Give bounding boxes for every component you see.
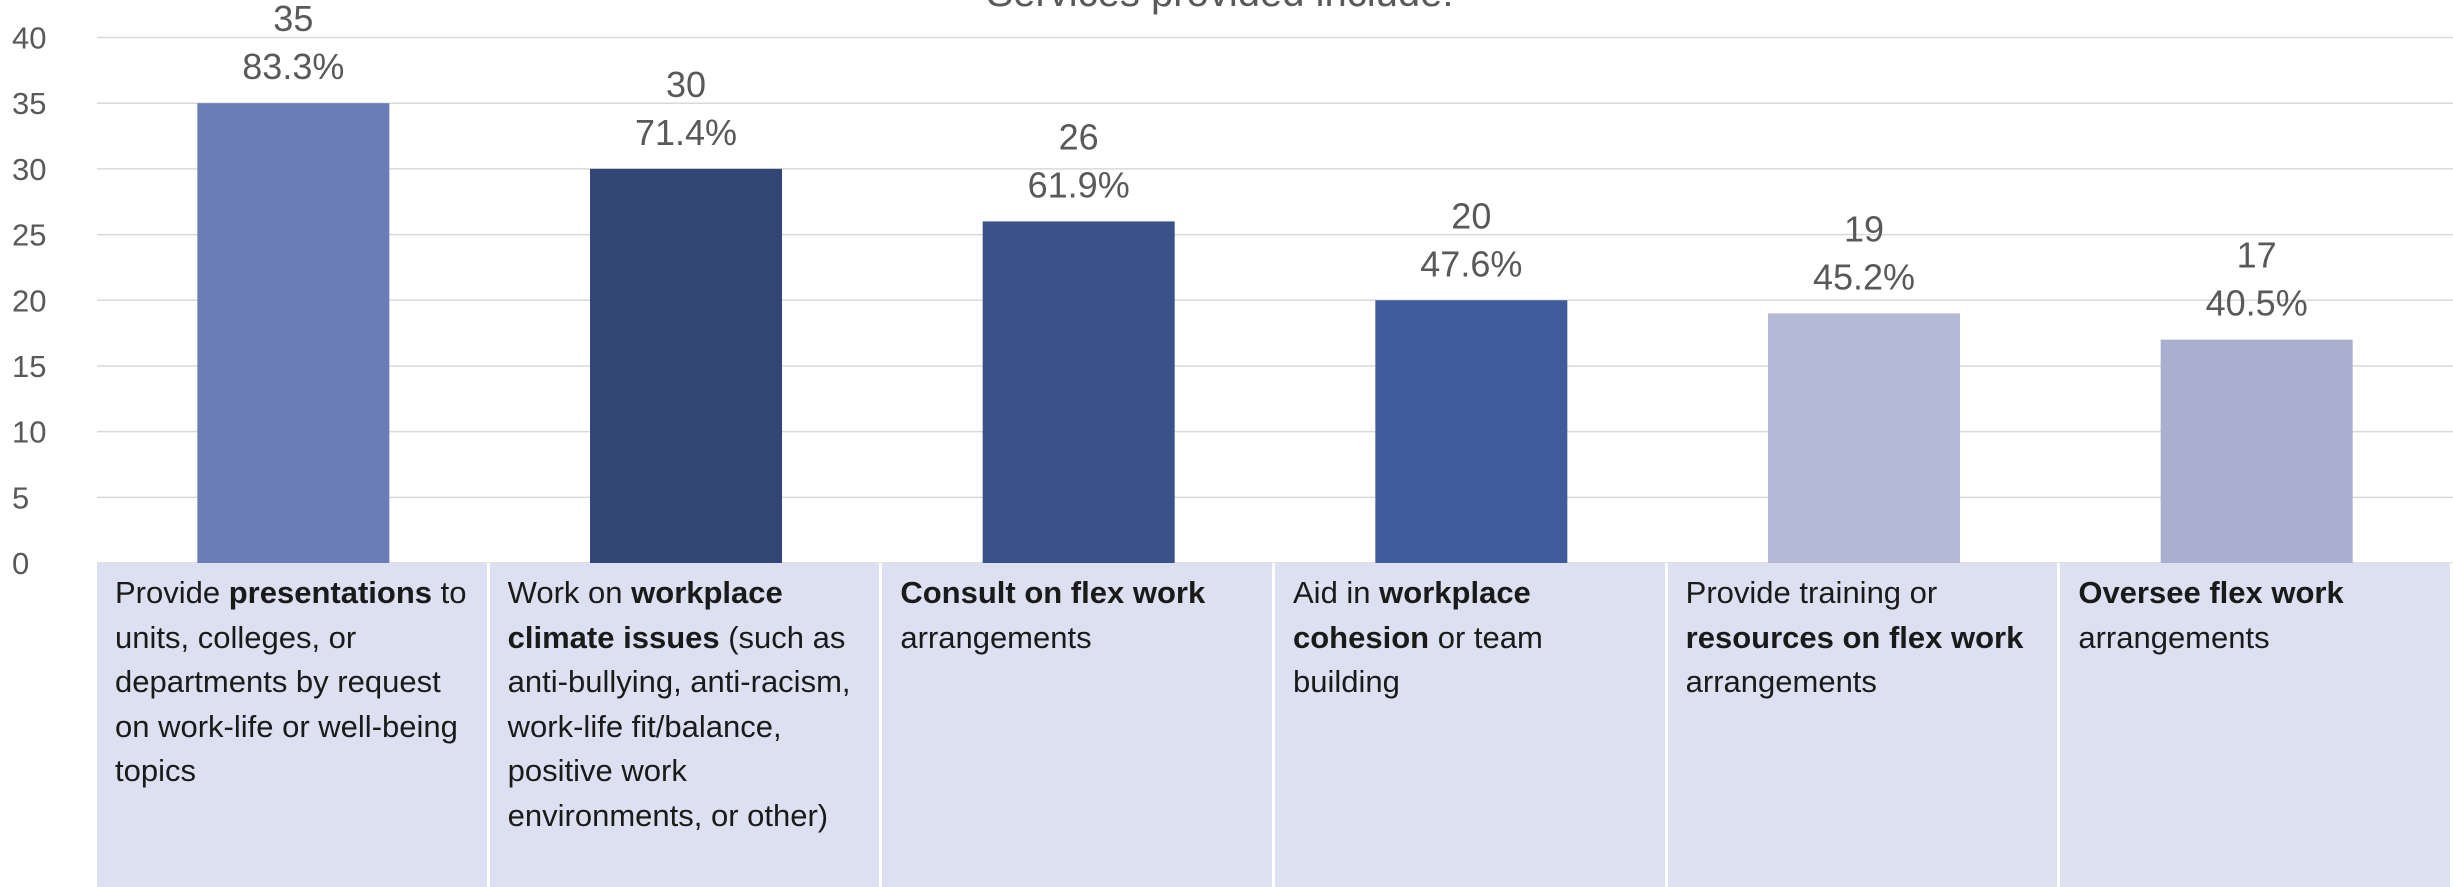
bar (2160, 339, 2353, 563)
category-text: workplace climate issues (507, 575, 783, 655)
value-label: 35 (273, 0, 313, 39)
category-label: Provide training or resources on flex wo… (1667, 563, 2061, 887)
category-label: Oversee flex work arrangements (2060, 563, 2453, 887)
y-tick-label: 40 (12, 21, 46, 56)
category-label: Aid in workplace cohesion or team buildi… (1275, 563, 1668, 887)
percent-label: 47.6% (1420, 243, 1522, 284)
percent-label: 71.4% (635, 112, 737, 153)
category-text: workplace cohesion (1293, 575, 1531, 655)
y-tick-label: 15 (12, 349, 46, 384)
value-label: 17 (2237, 235, 2277, 276)
y-tick-label: 30 (12, 152, 46, 187)
percent-label: 83.3% (242, 46, 344, 87)
percent-label: 40.5% (2206, 283, 2308, 324)
value-label: 20 (1451, 195, 1491, 236)
value-label: 19 (1844, 208, 1884, 249)
y-tick-label: 35 (12, 86, 46, 121)
category-text: arrangements (900, 619, 1092, 655)
category-text: or team building (1293, 619, 1543, 700)
category-label: Provide presentations to units, colleges… (97, 563, 490, 887)
category-label: Consult on flex work arrangements (882, 563, 1275, 887)
category-text: arrangements (2078, 619, 2270, 655)
category-text: Oversee flex work (2078, 575, 2344, 610)
category-text: resources on flex work (1685, 619, 2024, 655)
chart-title: Services provided include: (987, 0, 1454, 15)
value-label: 26 (1059, 116, 1099, 157)
category-text: Consult on flex work (900, 575, 1206, 610)
y-tick-label: 5 (12, 480, 29, 515)
category-text: (such as anti-bullying, anti-racism, wor… (507, 619, 851, 833)
y-tick-label: 10 (12, 415, 46, 450)
value-label: 30 (666, 64, 706, 105)
percent-label: 45.2% (1813, 256, 1915, 297)
category-text: Aid in (1293, 575, 1380, 610)
bar (197, 103, 390, 563)
category-text: Provide (115, 575, 229, 610)
y-tick-label: 25 (12, 218, 46, 253)
category-label: Work on workplace climate issues (such a… (489, 563, 883, 887)
y-tick-label: 0 (12, 546, 29, 581)
bar (1375, 300, 1568, 563)
category-text: Work on (507, 575, 632, 610)
bar (1768, 313, 1960, 563)
category-text: presentations (228, 575, 433, 610)
y-tick-label: 20 (12, 283, 46, 318)
bar (982, 221, 1175, 564)
bar (590, 168, 782, 563)
percent-label: 61.9% (1028, 164, 1130, 205)
category-text: Provide training or (1685, 575, 1938, 610)
category-text: to units, colleges, or departments by re… (115, 575, 467, 789)
category-text: arrangements (1685, 664, 1877, 700)
